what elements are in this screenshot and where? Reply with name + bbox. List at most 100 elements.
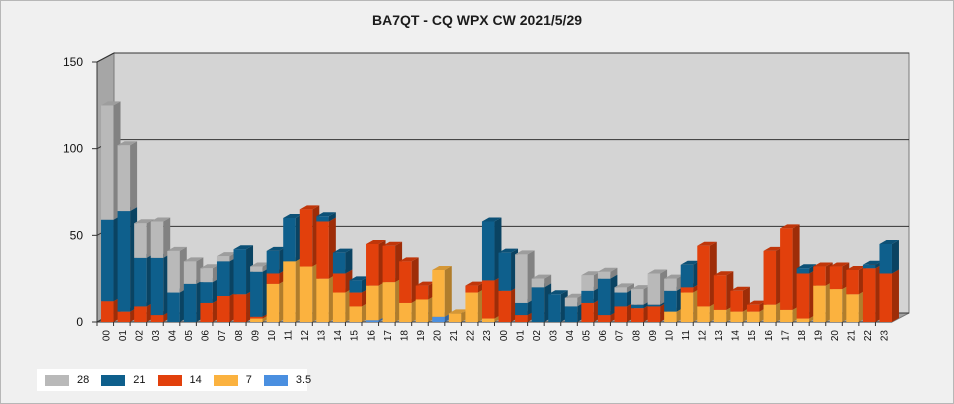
bar-top: [233, 245, 254, 250]
bar-segment-14: [117, 311, 131, 322]
bar-top: [299, 205, 320, 210]
bar-top: [713, 271, 734, 276]
bar-top: [548, 290, 568, 295]
x-tick-label: 03: [151, 330, 162, 342]
x-tick-label: 20: [830, 330, 841, 342]
bar-segment-28: [117, 145, 131, 212]
x-tick-label: 09: [648, 330, 659, 342]
bar-segment-28: [614, 287, 627, 293]
bar-top: [879, 240, 899, 244]
bar-top: [697, 241, 717, 246]
bar-top: [730, 286, 750, 291]
bar-segment-14: [862, 268, 876, 322]
legend-swatch: [45, 374, 69, 386]
bar-segment-28: [216, 256, 230, 262]
bar-segment-28: [647, 273, 661, 305]
bar-segment-7: [697, 306, 710, 322]
x-tick-label: 14: [731, 330, 742, 342]
bar-side: [444, 266, 452, 317]
x-tick-label: 17: [383, 330, 394, 342]
bar-segment-14: [763, 250, 777, 305]
bar-segment-7: [796, 318, 810, 322]
x-tick-label: 22: [863, 330, 874, 342]
bar-side: [610, 267, 618, 279]
bar-segment-7: [283, 261, 296, 322]
bar-segment-21: [101, 219, 114, 302]
bar-segment-14: [879, 273, 892, 322]
x-tick-label: 22: [466, 330, 477, 342]
x-tick-label: 08: [631, 330, 642, 342]
bar-segment-21: [266, 250, 280, 274]
bar-segment-21: [614, 292, 627, 307]
x-tick-label: 18: [797, 330, 808, 342]
legend-item: 14: [157, 374, 202, 386]
bar-segment-21: [564, 306, 578, 322]
bar-segment-28: [101, 105, 114, 220]
bar-segment-3-5: [432, 316, 445, 322]
gridline-side: [96, 52, 115, 63]
bar-segment-14: [150, 315, 164, 322]
bar-segment-14: [713, 275, 727, 310]
bar-segment-14: [581, 302, 594, 322]
legend-swatch: [101, 374, 126, 386]
chart-title: BA7QT - CQ WPX CW 2021/5/29: [371, 12, 583, 28]
bar-segment-14: [697, 245, 710, 307]
y-tick-label: 100: [63, 142, 83, 156]
bar-segment-14: [746, 304, 760, 312]
bar-top: [498, 248, 519, 253]
bar-segment-21: [862, 264, 876, 269]
bar-top: [448, 309, 469, 314]
bar-segment-14: [647, 306, 661, 322]
bar-top: [664, 274, 684, 279]
bar-segment-7: [664, 311, 677, 322]
bar-top: [366, 240, 386, 244]
bar-segment-7: [266, 283, 280, 322]
bar-top: [763, 246, 784, 251]
bar-segment-28: [183, 261, 197, 284]
legend-item: 28: [45, 374, 89, 386]
x-tick-label: 23: [482, 330, 493, 342]
bar-top: [250, 262, 270, 267]
x-tick-label: 21: [847, 330, 858, 342]
bar-segment-14: [134, 306, 147, 322]
legend-swatch: [263, 374, 288, 386]
bar-segment-21: [134, 257, 147, 307]
legend-swatch: [157, 374, 182, 386]
bar-top: [216, 252, 237, 257]
x-tick-label: 13: [714, 330, 725, 342]
x-tick-label: 12: [698, 330, 709, 342]
bar-segment-14: [349, 292, 362, 307]
bar-segment-14: [780, 228, 793, 310]
legend-label: 28: [77, 374, 90, 386]
bar-segment-14: [614, 306, 627, 322]
bar-segment-7: [432, 270, 445, 317]
x-tick-label: 01: [118, 330, 129, 342]
bar-segment-14: [250, 316, 263, 319]
bar-segment-21: [548, 294, 561, 322]
x-tick-label: 05: [582, 330, 593, 342]
bar-top: [597, 267, 618, 272]
bar-segment-21: [664, 290, 677, 312]
bar-segment-21: [531, 287, 545, 322]
bar-side: [345, 248, 353, 274]
bar-top: [564, 293, 585, 298]
legend-item: 3.5: [263, 374, 311, 386]
bar-segment-21: [150, 257, 164, 316]
x-tick-label: 06: [201, 330, 212, 342]
bar-top: [150, 217, 171, 222]
bar-segment-7: [299, 266, 313, 322]
bar-segment-28: [581, 275, 594, 291]
bar-segment-7: [399, 302, 412, 322]
bar-segment-7: [746, 311, 760, 322]
bar-top: [581, 271, 601, 276]
bar-segment-14: [332, 273, 346, 293]
bar-segment-21: [250, 271, 263, 317]
x-tick-label: 02: [532, 330, 543, 342]
bar-segment-28: [167, 250, 180, 293]
bar-segment-7: [316, 278, 329, 322]
y-tick-label: 150: [63, 55, 83, 69]
x-tick-label: 23: [880, 330, 891, 342]
bar-side: [544, 274, 552, 288]
bar-top: [515, 250, 535, 255]
x-tick-label: 17: [780, 330, 791, 342]
